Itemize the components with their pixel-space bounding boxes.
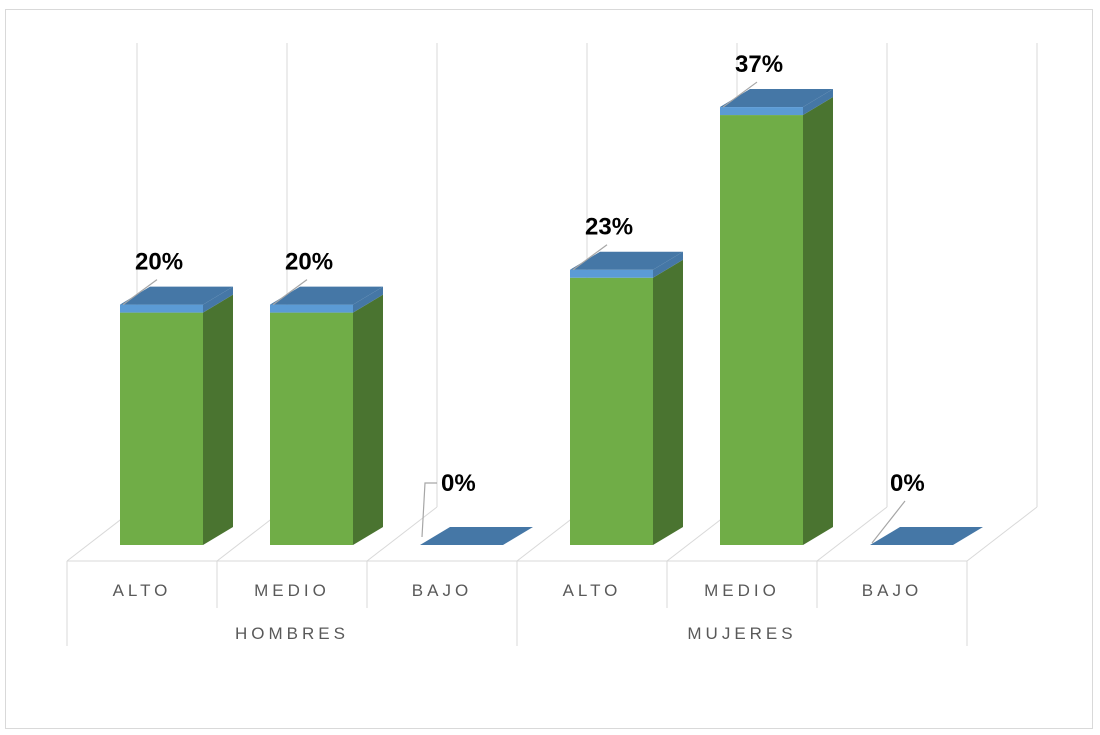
leader-line <box>122 279 158 306</box>
bar-front <box>570 277 653 545</box>
data-label: 0% <box>441 470 476 497</box>
bar-cap-side <box>653 251 683 278</box>
bar-front <box>120 312 203 545</box>
leader-line <box>871 500 906 544</box>
category-label: ALTO <box>113 581 172 600</box>
category-label: BAJO <box>412 581 472 600</box>
category-label: MEDIO <box>254 581 330 600</box>
bar-cap-top <box>120 286 233 305</box>
category-label: MEDIO <box>704 581 780 600</box>
bar-zero-cap <box>420 527 533 545</box>
axis-layer: ALTO MEDIO BAJO HOMBRES ALTO MEDIO BAJO MUJERES <box>66 561 968 646</box>
data-label: 0% <box>890 470 925 497</box>
floor-gridline <box>366 506 438 562</box>
bars-layer <box>120 89 983 545</box>
floor-gridline <box>816 506 888 562</box>
bar-zero-cap <box>870 527 983 545</box>
group-label: MUJERES <box>687 624 796 643</box>
bar-side <box>653 259 683 545</box>
leader-line <box>421 482 437 538</box>
bar-cap-side <box>203 286 233 313</box>
bar-cap-side <box>803 89 833 116</box>
category-label: BAJO <box>862 581 922 600</box>
bar-cap-top <box>570 251 683 270</box>
bar-cap-top <box>720 89 833 108</box>
data-label: 20% <box>285 249 333 276</box>
bar-cap-top <box>270 286 383 305</box>
data-label: 23% <box>585 214 633 241</box>
bar-side <box>203 294 233 545</box>
leader-line <box>722 81 758 108</box>
bar-cap-side <box>353 286 383 313</box>
bar-cap-front <box>720 107 803 116</box>
group-label: HOMBRES <box>235 624 349 643</box>
bar-cap-front <box>570 269 653 278</box>
leader-line <box>272 279 308 306</box>
bar-cap-front <box>270 304 353 313</box>
bar-front <box>270 312 353 545</box>
bar-side <box>803 97 833 545</box>
floor-gridline <box>966 506 1038 562</box>
bar-cap-front <box>120 304 203 313</box>
labels-layer: 20% 20% 0% 23% 37% 0% <box>122 51 925 544</box>
bar-front <box>720 115 803 545</box>
data-label: 20% <box>135 249 183 276</box>
leader-line <box>572 244 608 271</box>
bar-side <box>353 294 383 545</box>
category-label: ALTO <box>563 581 622 600</box>
data-label: 37% <box>735 51 783 78</box>
